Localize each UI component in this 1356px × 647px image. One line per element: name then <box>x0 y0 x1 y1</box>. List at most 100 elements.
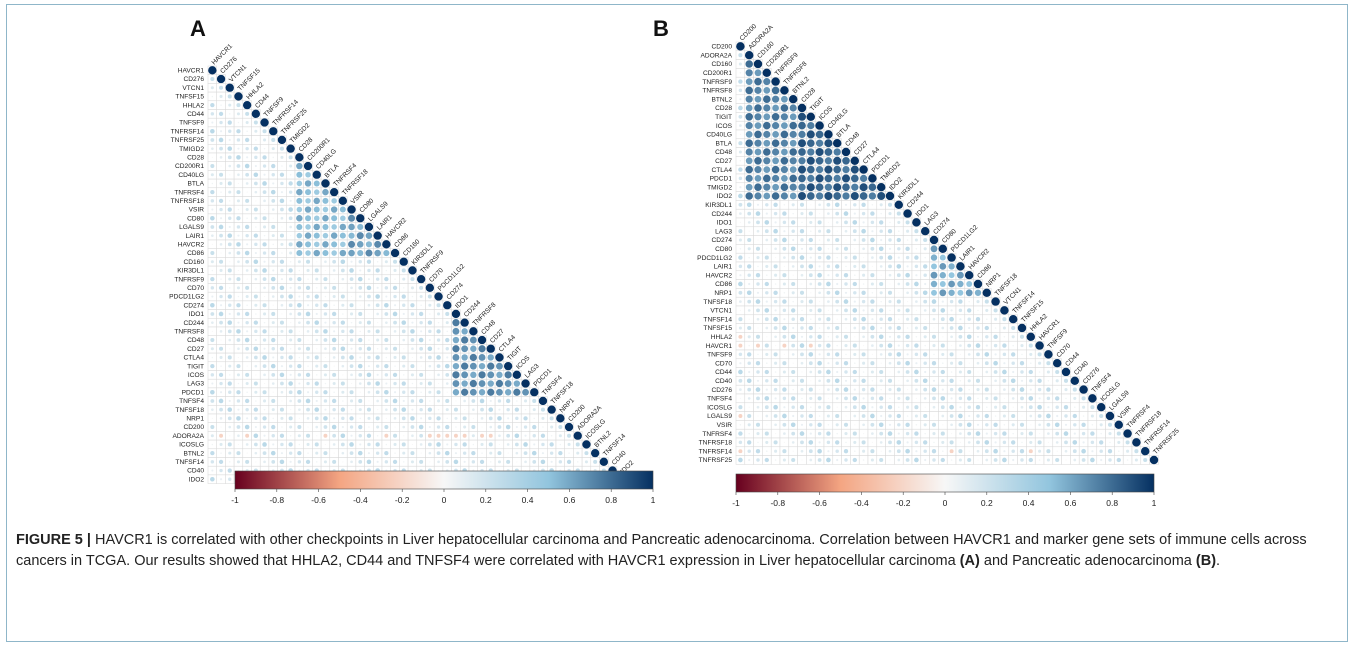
caption-text: HAVCR1 is correlated with other checkpoi… <box>16 532 1307 569</box>
correlation-circle <box>757 441 759 444</box>
correlation-circle <box>505 424 511 430</box>
correlation-circle <box>403 348 405 350</box>
row-label: ADORA2A <box>700 52 732 59</box>
correlation-circle <box>806 139 815 148</box>
correlation-circle <box>930 271 938 279</box>
correlation-circle <box>331 224 337 230</box>
correlation-circle <box>1012 432 1014 435</box>
correlation-circle <box>1039 433 1041 435</box>
correlation-circle <box>324 295 327 298</box>
correlation-circle <box>227 181 232 186</box>
correlation-circle <box>340 355 345 360</box>
correlation-circle <box>815 130 824 139</box>
correlation-circle <box>305 224 311 230</box>
row-label: PDCD1LG2 <box>697 255 732 262</box>
correlation-circle <box>263 347 266 350</box>
correlation-circle <box>263 434 266 437</box>
correlation-circle <box>818 379 821 383</box>
correlation-circle <box>859 192 868 200</box>
correlation-circle <box>227 407 233 412</box>
correlation-circle <box>236 112 240 116</box>
correlation-circle <box>401 268 406 273</box>
correlation-circle <box>332 285 337 290</box>
correlation-circle <box>861 378 866 383</box>
correlation-circle <box>225 83 234 92</box>
correlation-circle <box>437 347 440 350</box>
correlation-circle <box>739 186 742 189</box>
correlation-circle <box>905 272 910 278</box>
correlation-circle <box>307 365 309 367</box>
correlation-circle <box>503 361 513 371</box>
correlation-circle <box>1020 396 1024 401</box>
correlation-circle <box>1082 441 1085 444</box>
correlation-circle <box>756 229 760 233</box>
row-label: TNFSF18 <box>175 407 204 414</box>
correlation-circle <box>791 281 796 287</box>
correlation-circle <box>818 415 821 417</box>
correlation-circle <box>340 381 345 386</box>
correlation-circle <box>898 292 900 294</box>
correlation-circle <box>859 174 868 183</box>
correlation-circle <box>1056 450 1058 452</box>
correlation-circle <box>738 229 743 234</box>
correlation-circle <box>270 363 276 369</box>
correlation-circle <box>888 247 892 250</box>
correlation-circle <box>878 334 884 340</box>
correlation-circle <box>408 266 417 275</box>
correlation-circle <box>923 397 927 400</box>
correlation-circle <box>931 361 937 366</box>
correlation-circle <box>994 441 997 444</box>
correlation-circle <box>817 334 822 339</box>
correlation-circle <box>219 146 223 151</box>
correlation-circle <box>567 433 572 438</box>
correlation-circle <box>260 118 269 127</box>
correlation-circle <box>868 192 877 200</box>
row-label: TNFSF14 <box>703 316 732 323</box>
correlation-circle <box>324 408 327 411</box>
correlation-circle <box>923 449 927 453</box>
correlation-circle <box>940 369 945 375</box>
correlation-circle <box>211 234 214 237</box>
correlation-circle <box>436 338 441 342</box>
correlation-circle <box>263 408 266 411</box>
correlation-circle <box>906 353 909 356</box>
correlation-circle <box>315 399 318 403</box>
correlation-circle <box>402 364 406 368</box>
correlation-circle <box>898 230 900 232</box>
correlation-circle <box>254 416 258 421</box>
correlation-circle <box>402 451 406 455</box>
correlation-circle <box>870 211 875 216</box>
correlation-circle <box>818 405 822 409</box>
correlation-circle <box>756 317 760 321</box>
correlation-circle <box>968 362 970 364</box>
correlation-circle <box>789 113 797 121</box>
correlation-circle <box>444 450 450 456</box>
correlation-circle <box>880 274 882 276</box>
correlation-circle <box>1100 458 1103 462</box>
correlation-circle <box>497 451 502 456</box>
correlation-circle <box>861 264 866 269</box>
correlation-circle <box>897 220 901 224</box>
correlation-circle <box>219 156 223 159</box>
correlation-circle <box>271 382 275 385</box>
correlation-circle <box>245 443 249 446</box>
correlation-circle <box>357 276 363 282</box>
correlation-circle <box>905 255 910 260</box>
colorbar-tick-label: -0.2 <box>896 498 911 508</box>
correlation-circle <box>809 370 813 374</box>
colorbar-tick-label: 0 <box>442 495 447 505</box>
correlation-circle <box>384 338 389 343</box>
correlation-circle <box>861 440 866 445</box>
correlation-circle <box>297 434 301 438</box>
correlation-circle <box>322 188 329 196</box>
correlation-circle <box>1117 440 1121 444</box>
correlation-circle <box>315 425 319 429</box>
correlation-circle <box>968 450 970 452</box>
correlation-circle <box>800 423 804 426</box>
correlation-circle <box>932 458 936 462</box>
correlation-circle <box>1020 458 1024 462</box>
correlation-circle <box>958 361 963 366</box>
correlation-circle <box>236 225 241 229</box>
correlation-circle <box>773 202 778 207</box>
correlation-circle <box>906 239 909 241</box>
